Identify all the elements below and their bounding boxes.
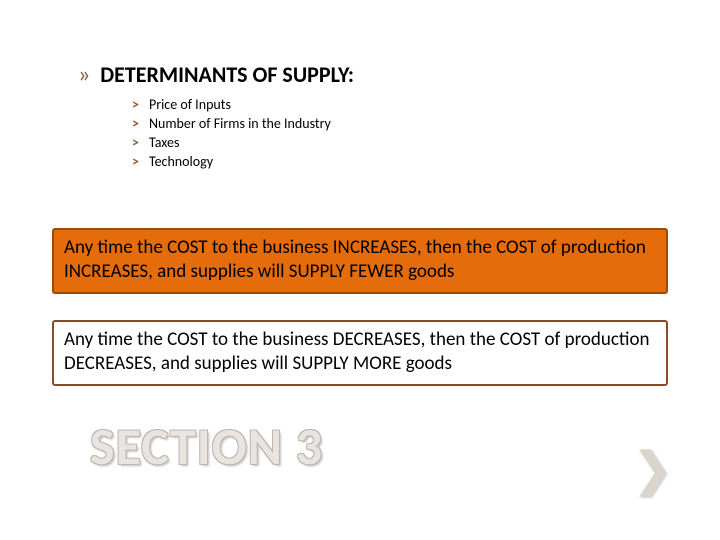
section-title: SECTION 3	[90, 414, 323, 478]
slide: » DETERMINANTS OF SUPPLY: ˃ Price of Inp…	[0, 0, 720, 540]
list-item: ˃ Price of Inputs	[132, 96, 331, 113]
list-item: ˃ Number of Firms in the Industry	[132, 115, 331, 132]
list-item-label: Technology	[149, 153, 213, 170]
chevron-icon: ˃	[132, 115, 139, 132]
sublist: ˃ Price of Inputs ˃ Number of Firms in t…	[132, 96, 331, 172]
chevron-icon: ˃	[132, 153, 139, 170]
list-item-label: Price of Inputs	[149, 96, 231, 113]
callout-text: Any time the COST to the business DECREA…	[64, 328, 656, 376]
list-item: ˃ Taxes	[132, 134, 331, 151]
next-chevron-icon: ❯	[633, 442, 672, 498]
callout-increase: Any time the COST to the business INCREA…	[52, 228, 668, 294]
list-item: ˃ Technology	[132, 153, 331, 170]
heading-row: » DETERMINANTS OF SUPPLY:	[78, 60, 354, 89]
heading-bullet-icon: »	[78, 60, 90, 89]
callout-text: Any time the COST to the business INCREA…	[64, 236, 656, 284]
chevron-icon: ˃	[132, 134, 139, 151]
list-item-label: Taxes	[149, 134, 179, 151]
chevron-icon: ˃	[132, 96, 139, 113]
heading-text: DETERMINANTS OF SUPPLY:	[100, 61, 354, 88]
list-item-label: Number of Firms in the Industry	[149, 115, 331, 132]
callout-decrease: Any time the COST to the business DECREA…	[52, 320, 668, 386]
